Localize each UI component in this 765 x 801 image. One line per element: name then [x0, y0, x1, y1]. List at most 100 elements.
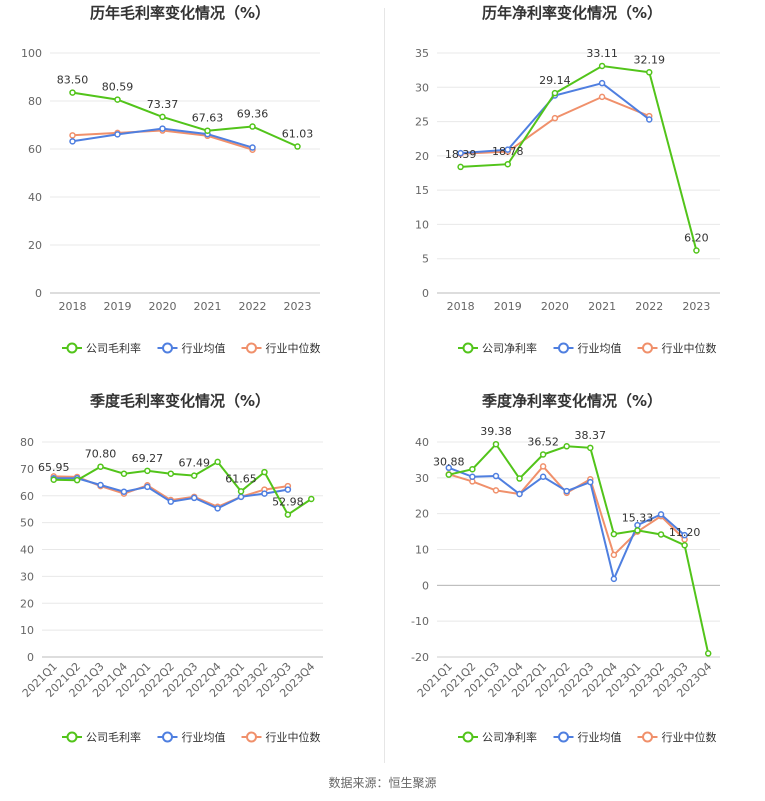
- y-tick-label: 80: [28, 95, 42, 108]
- legend-item: 行业均值: [553, 342, 622, 355]
- data-point: [598, 93, 606, 101]
- series-line: [460, 64, 698, 251]
- data-point: [120, 470, 128, 477]
- y-tick-label: 10: [415, 544, 429, 557]
- data-label: 36.52: [527, 435, 559, 448]
- legend-symbol-icon: [246, 731, 257, 743]
- data-point: [144, 483, 151, 491]
- y-tick-label: 40: [28, 191, 42, 204]
- data-label: 65.95: [38, 461, 70, 474]
- y-tick-label: 60: [20, 490, 34, 503]
- data-point: [445, 471, 453, 478]
- x-tick-label: 2023: [284, 300, 312, 313]
- y-tick-label: 20: [415, 150, 429, 163]
- y-tick-label: 100: [21, 47, 42, 60]
- legend-label: 行业中位数: [266, 341, 321, 355]
- data-point: [114, 131, 121, 138]
- data-point: [457, 149, 464, 157]
- data-point: [504, 146, 511, 153]
- y-tick-label: 5: [422, 253, 429, 266]
- data-point: [657, 511, 665, 518]
- chart-title: 季度净利率变化情况（%）: [482, 392, 662, 410]
- data-label: 30.88: [433, 456, 465, 469]
- data-point: [97, 463, 104, 470]
- data-point: [563, 443, 570, 450]
- legend-item: 行业中位数: [637, 730, 717, 744]
- data-label: 18.39: [445, 148, 477, 161]
- y-tick-label: 20: [20, 597, 34, 610]
- data-point: [144, 467, 151, 475]
- series-line: [460, 95, 650, 155]
- chart-title: 历年毛利率变化情况（%）: [90, 4, 270, 22]
- x-tick-label: 2018: [447, 300, 475, 313]
- legend-label: 行业中位数: [266, 730, 321, 744]
- data-point: [204, 127, 211, 134]
- chart-2: 历年净利率变化情况（%） 0 5 10 15 20 25 30 35 2018 2019 2020 20…: [415, 4, 720, 355]
- y-tick-label: 40: [415, 436, 429, 449]
- data-label: 39.38: [480, 425, 512, 438]
- data-label: 61.03: [282, 128, 314, 141]
- data-point: [69, 132, 76, 139]
- y-tick-label: 60: [28, 143, 42, 156]
- data-point: [681, 541, 688, 549]
- chart-3: 季度毛利率变化情况（%）010203040506070802021Q12021Q…: [20, 392, 323, 744]
- data-point: [97, 481, 104, 489]
- data-point: [516, 490, 523, 498]
- data-label: 61.65: [225, 472, 257, 485]
- legend-symbol-icon: [66, 731, 78, 743]
- data-source-note: 数据来源：恒生聚源: [328, 776, 437, 790]
- data-label: 33.11: [586, 47, 618, 60]
- data-point: [69, 138, 76, 145]
- data-point: [159, 125, 166, 132]
- x-tick-label: 2020: [149, 300, 177, 313]
- x-tick-label: 2021: [194, 300, 222, 313]
- data-point: [69, 89, 76, 96]
- x-tick-label: 2023: [682, 300, 710, 313]
- legend-label: 公司净利率: [482, 341, 537, 355]
- data-label: 67.63: [192, 112, 224, 125]
- data-label: 6.20: [684, 231, 709, 244]
- legend-item: 行业均值: [553, 731, 622, 744]
- legend-item: 行业中位数: [241, 730, 321, 744]
- x-tick-label: 2022: [239, 300, 267, 313]
- data-point: [563, 487, 570, 495]
- x-tick-label: 2020: [541, 300, 569, 313]
- y-tick-label: -10: [411, 615, 429, 628]
- legend-symbol-icon: [246, 342, 257, 354]
- legend-symbol-icon: [558, 342, 569, 354]
- data-point: [167, 498, 175, 505]
- y-tick-label: 30: [415, 472, 429, 485]
- data-point: [214, 458, 221, 466]
- y-tick-label: 15: [415, 184, 429, 197]
- data-point: [516, 475, 523, 482]
- legend-item: 公司毛利率: [62, 341, 141, 355]
- legend-symbol-icon: [642, 731, 653, 743]
- vertical-divider: [384, 8, 385, 763]
- data-label: 29.14: [539, 74, 571, 87]
- data-point: [190, 472, 198, 479]
- y-tick-label: 20: [28, 239, 42, 252]
- data-point: [469, 465, 476, 473]
- data-point: [539, 451, 547, 458]
- data-point: [610, 575, 618, 583]
- y-tick-label: 30: [415, 81, 429, 94]
- x-tick-label: 2019: [494, 300, 522, 313]
- data-point: [704, 650, 712, 657]
- data-point: [492, 487, 500, 494]
- x-tick-label: 2021: [588, 300, 616, 313]
- legend-item: 行业均值: [157, 731, 226, 744]
- y-tick-label: 10: [415, 218, 429, 231]
- data-point: [551, 114, 559, 122]
- chart-1: 历年毛利率变化情况（%） 0 20 40 60 80 100 2018 2019 2020 2021…: [21, 4, 321, 355]
- data-point: [693, 247, 700, 254]
- legend-symbol-icon: [642, 342, 653, 354]
- legend-symbol-icon: [162, 731, 173, 743]
- data-label: 15.33: [622, 511, 654, 524]
- data-point: [610, 530, 618, 538]
- y-tick-label: -20: [411, 651, 429, 664]
- legend-label: 公司毛利率: [86, 730, 141, 744]
- legend-item: 行业中位数: [637, 341, 717, 355]
- legend-symbol-icon: [462, 342, 474, 354]
- legend-label: 行业均值: [578, 342, 622, 355]
